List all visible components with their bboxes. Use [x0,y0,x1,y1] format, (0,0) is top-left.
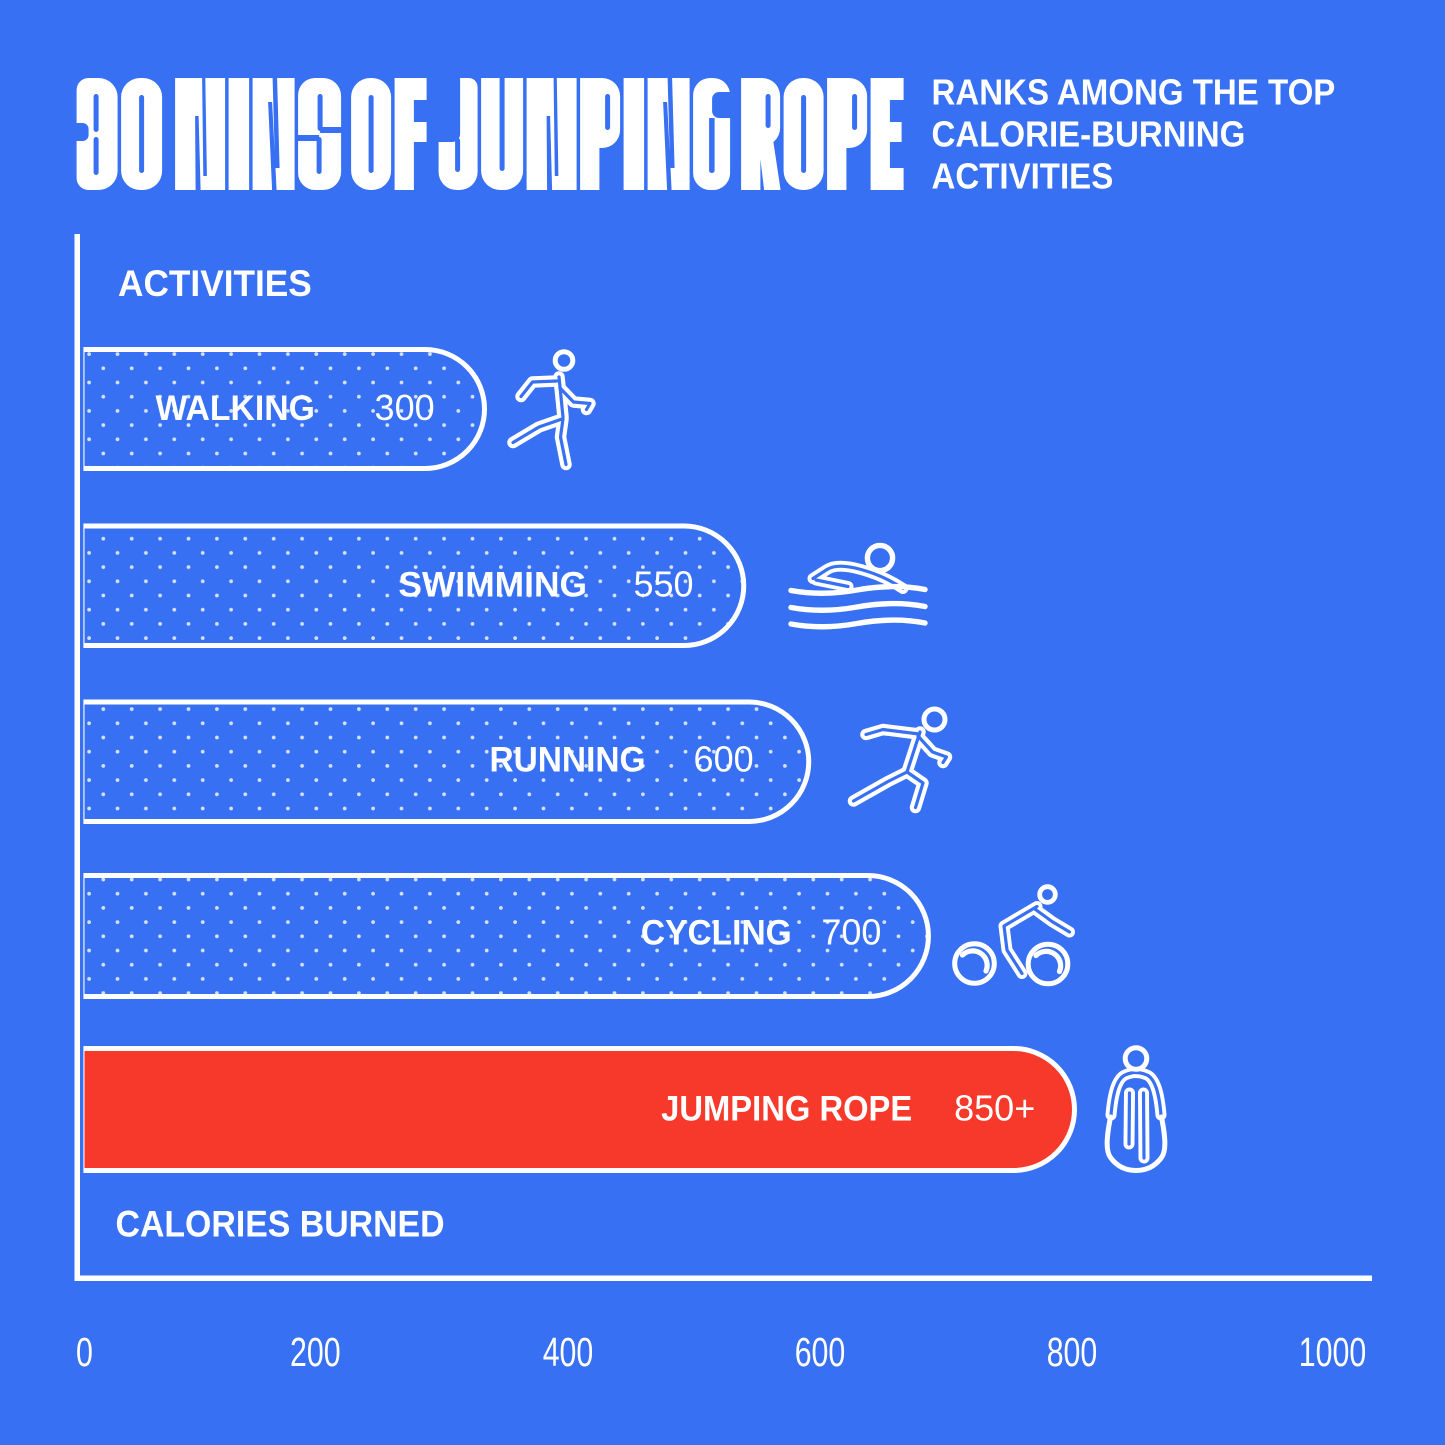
svg-text:600: 600 [694,739,754,780]
svg-text:600: 600 [795,1328,846,1375]
svg-text:CALORIES BURNED: CALORIES BURNED [116,1203,445,1245]
svg-text:0: 0 [76,1328,93,1375]
svg-text:RUNNING: RUNNING [489,741,645,780]
svg-text:SWIMMING: SWIMMING [398,566,587,605]
svg-text:JUMPING ROPE: JUMPING ROPE [661,1090,912,1129]
svg-text:800: 800 [1047,1328,1098,1375]
svg-text:RANKS AMONG THE TOP: RANKS AMONG THE TOP [932,73,1336,113]
svg-text:CYCLING: CYCLING [641,914,792,953]
svg-text:300: 300 [375,387,435,428]
svg-text:CALORIE-BURNING: CALORIE-BURNING [932,115,1246,155]
svg-text:ACTIVITIES: ACTIVITIES [932,157,1114,197]
svg-text:ACTIVITIES: ACTIVITIES [118,262,312,304]
svg-text:1000: 1000 [1299,1328,1366,1375]
svg-text:200: 200 [290,1328,341,1375]
svg-text:WALKING: WALKING [156,389,315,428]
svg-text:850+: 850+ [954,1088,1035,1129]
svg-text:700: 700 [821,912,881,953]
svg-text:400: 400 [543,1328,594,1375]
svg-text:550: 550 [633,564,693,605]
